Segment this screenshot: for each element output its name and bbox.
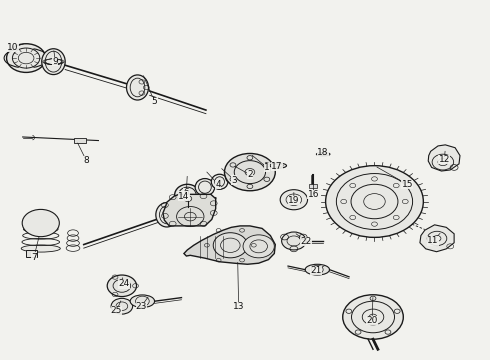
Circle shape (343, 295, 403, 339)
Ellipse shape (130, 295, 155, 307)
Circle shape (280, 190, 308, 210)
Text: 9: 9 (52, 57, 58, 66)
Text: 11: 11 (427, 237, 439, 246)
Circle shape (111, 298, 133, 314)
Text: 8: 8 (83, 156, 89, 165)
Polygon shape (428, 145, 460, 171)
Circle shape (107, 275, 137, 297)
Text: 15: 15 (401, 180, 413, 189)
Ellipse shape (270, 163, 287, 168)
Ellipse shape (42, 49, 65, 75)
Ellipse shape (195, 179, 215, 196)
Text: 25: 25 (111, 306, 122, 315)
Text: 13: 13 (233, 302, 245, 311)
Circle shape (6, 44, 46, 72)
Polygon shape (184, 226, 275, 264)
Ellipse shape (126, 75, 148, 100)
Text: 12: 12 (439, 155, 450, 164)
Text: 21: 21 (310, 266, 321, 275)
Text: 4: 4 (215, 180, 221, 189)
Circle shape (243, 235, 274, 258)
Circle shape (282, 232, 306, 250)
Circle shape (213, 233, 247, 258)
Polygon shape (163, 194, 216, 226)
Text: 16: 16 (308, 190, 319, 199)
Ellipse shape (21, 245, 60, 252)
Ellipse shape (305, 264, 330, 275)
Text: 18: 18 (318, 148, 329, 157)
Circle shape (326, 166, 423, 237)
Ellipse shape (174, 184, 200, 206)
Polygon shape (420, 225, 454, 252)
Text: 19: 19 (288, 196, 299, 205)
Text: 1: 1 (264, 163, 270, 172)
Text: 14: 14 (178, 192, 190, 201)
Text: 22: 22 (300, 237, 312, 246)
Text: 6: 6 (183, 188, 189, 197)
Text: 7: 7 (31, 253, 37, 262)
Text: 10: 10 (7, 43, 19, 52)
Text: 3: 3 (231, 176, 237, 185)
Text: 2: 2 (247, 170, 253, 179)
Ellipse shape (225, 171, 239, 183)
Text: 23: 23 (136, 302, 147, 311)
Polygon shape (26, 250, 37, 257)
Ellipse shape (211, 174, 228, 189)
Text: 24: 24 (118, 279, 129, 288)
Text: 5: 5 (152, 97, 157, 106)
Text: 20: 20 (367, 316, 378, 325)
Polygon shape (74, 138, 86, 143)
Ellipse shape (156, 203, 178, 227)
Circle shape (224, 153, 275, 191)
Ellipse shape (317, 152, 330, 156)
Polygon shape (310, 184, 318, 188)
Circle shape (22, 210, 59, 237)
Text: 17: 17 (271, 162, 283, 171)
